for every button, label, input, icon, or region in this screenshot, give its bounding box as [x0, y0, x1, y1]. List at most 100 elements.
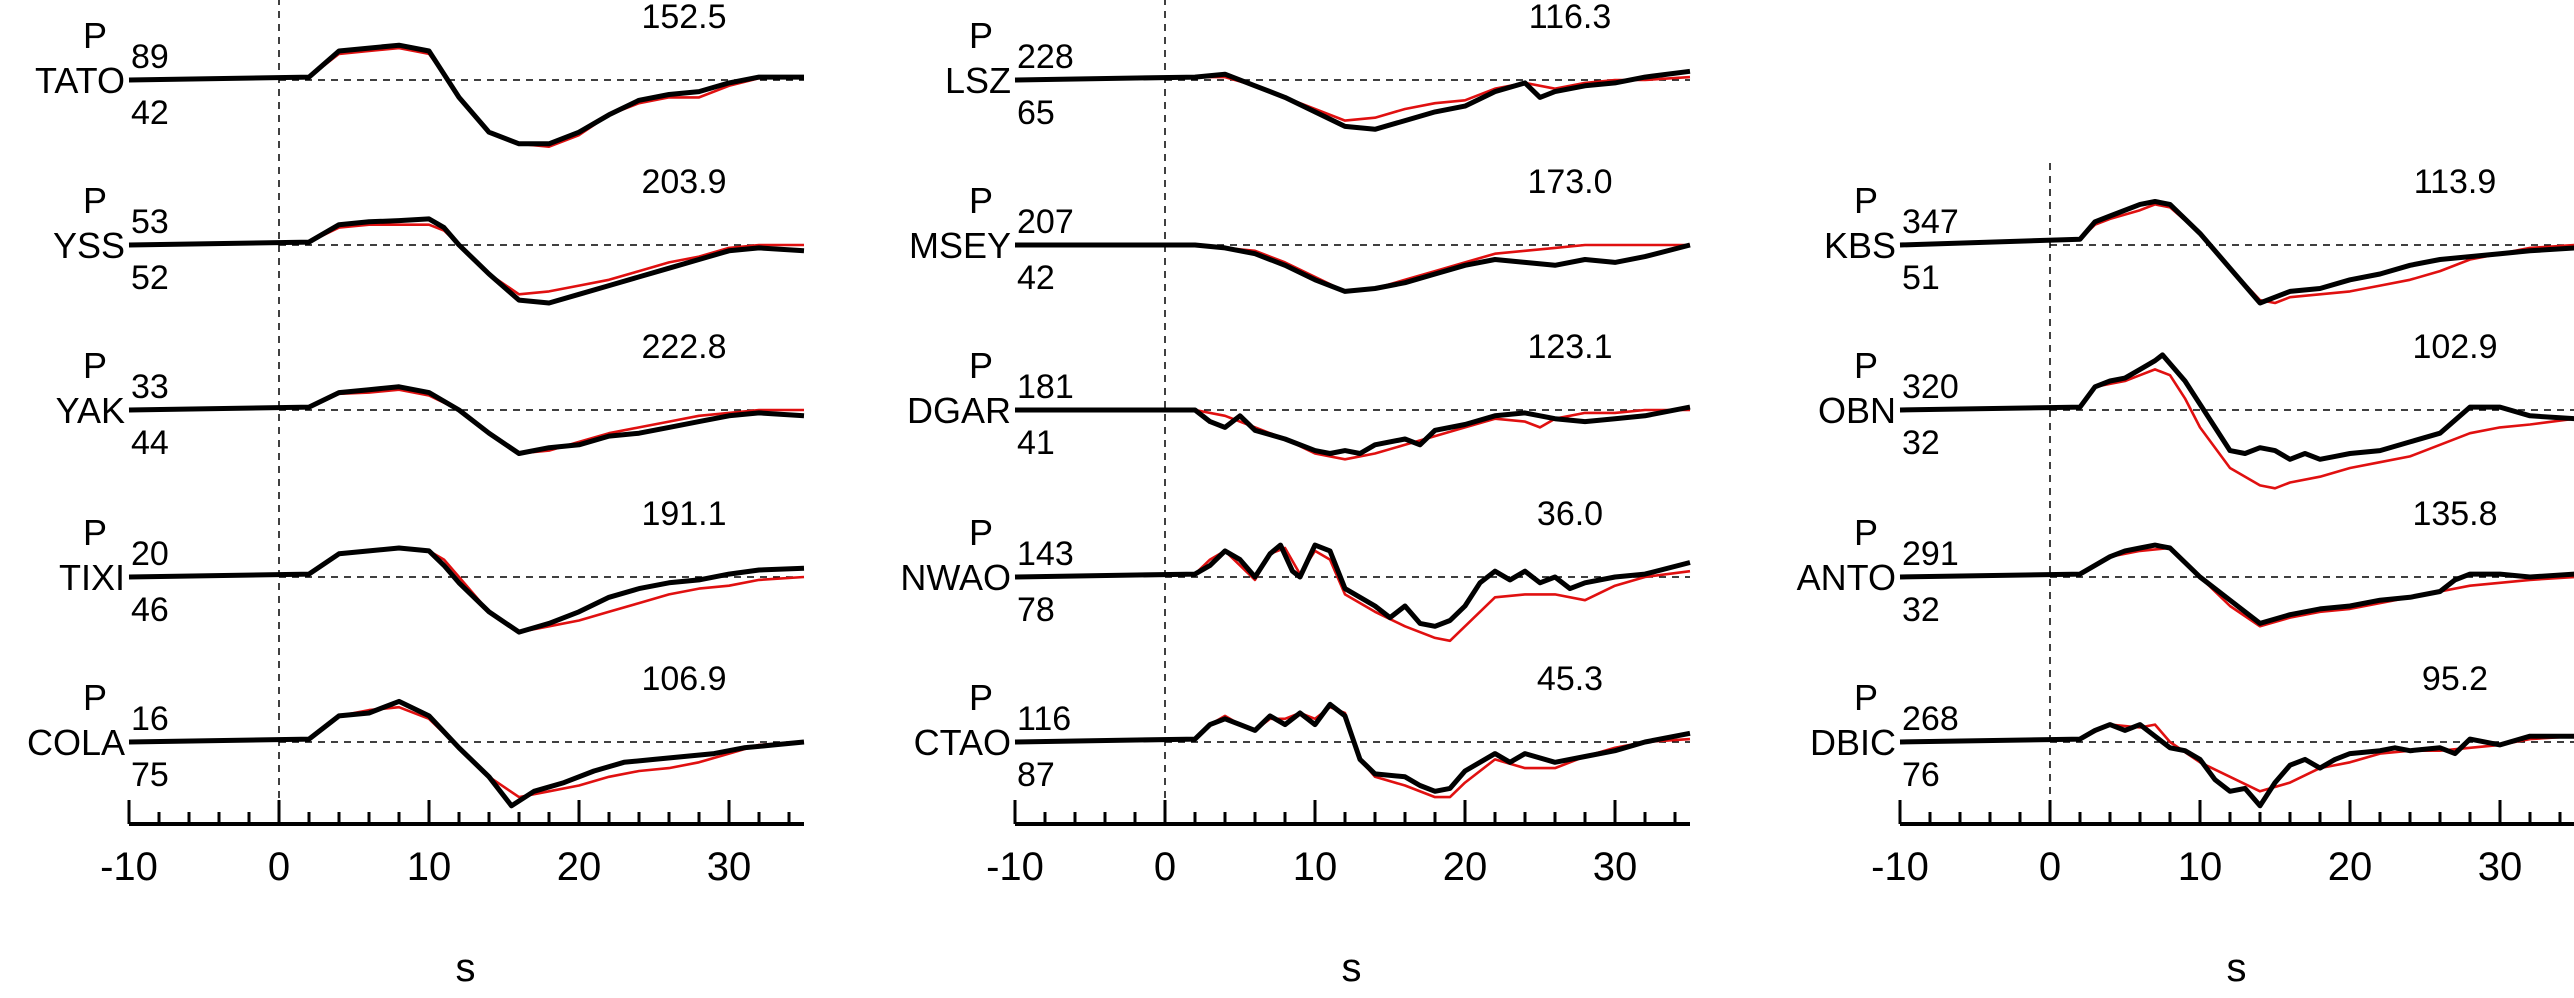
x-tick-label: 10 — [407, 845, 452, 889]
azimuth-label: 20 — [131, 535, 169, 573]
x-tick-label: 20 — [1443, 845, 1488, 889]
distance-label: 75 — [131, 756, 169, 794]
x-axis: -10 0 10 20 30 s — [100, 800, 804, 990]
azimuth-label: 228 — [1017, 38, 1074, 76]
amplitude-label: 106.9 — [641, 660, 726, 698]
x-tick-label: 0 — [2039, 845, 2061, 889]
synthetic-trace — [1899, 546, 2574, 628]
x-tick-label: 20 — [2328, 845, 2373, 889]
x-tick-label: -10 — [100, 845, 158, 889]
azimuth-label: 320 — [1902, 368, 1959, 406]
x-axis-title: s — [1342, 946, 1362, 990]
station-name: YAK — [56, 390, 125, 431]
phase-label: P — [1854, 345, 1878, 386]
observed-trace — [128, 42, 804, 147]
x-axis: -10 0 10 20 30 s — [1871, 800, 2574, 990]
azimuth-label: 207 — [1017, 203, 1074, 241]
azimuth-label: 268 — [1902, 700, 1959, 738]
observed-trace — [1014, 701, 1691, 794]
station-name: NWAO — [900, 557, 1011, 598]
amplitude-label: 173.0 — [1527, 163, 1612, 201]
amplitude-label: 36.0 — [1537, 495, 1603, 533]
phase-label: P — [83, 345, 107, 386]
x-tick-label: 30 — [1593, 845, 1638, 889]
column-3: PKBS34751113.9POBN32032102.9PANTO2913213… — [1797, 163, 2574, 990]
azimuth-label: 53 — [131, 203, 169, 241]
distance-label: 32 — [1902, 591, 1940, 629]
phase-label: P — [83, 15, 107, 56]
phase-label: P — [1854, 677, 1878, 718]
amplitude-label: 203.9 — [641, 163, 726, 201]
x-tick-label: 20 — [557, 845, 602, 889]
distance-label: 42 — [131, 94, 169, 132]
x-tick-label: 10 — [2178, 845, 2223, 889]
observed-trace — [128, 384, 805, 456]
amplitude-label: 113.9 — [2414, 163, 2497, 201]
distance-label: 87 — [1017, 756, 1055, 794]
azimuth-label: 89 — [131, 38, 169, 76]
station-name: DGAR — [907, 390, 1011, 431]
phase-label: P — [969, 180, 993, 221]
station-name: ANTO — [1797, 557, 1896, 598]
station-name: TATO — [35, 60, 125, 101]
amplitude-label: 191.1 — [641, 495, 726, 533]
amplitude-label: 152.5 — [641, 0, 726, 36]
column-1: PTATO8942152.5PYSS5352203.9PYAK3344222.8… — [27, 0, 805, 990]
x-axis-title: s — [2227, 946, 2247, 990]
observed-trace — [1015, 242, 1691, 294]
azimuth-label: 143 — [1017, 535, 1074, 573]
distance-label: 32 — [1902, 424, 1940, 462]
amplitude-label: 222.8 — [641, 328, 726, 366]
amplitude-label: 116.3 — [1529, 0, 1612, 36]
station-name: KBS — [1824, 225, 1896, 266]
azimuth-label: 347 — [1902, 203, 1959, 241]
synthetic-trace — [1899, 368, 2574, 490]
distance-label: 41 — [1017, 424, 1055, 462]
synthetic-trace — [1014, 546, 1691, 643]
amplitude-label: 135.8 — [2412, 495, 2497, 533]
observed-trace — [1899, 542, 2574, 626]
amplitude-label: 123.1 — [1527, 328, 1612, 366]
distance-label: 78 — [1017, 591, 1055, 629]
distance-label: 65 — [1017, 94, 1055, 132]
station-name: MSEY — [909, 225, 1011, 266]
phase-label: P — [969, 345, 993, 386]
phase-label: P — [83, 677, 107, 718]
station-name: DBIC — [1810, 722, 1896, 763]
distance-label: 42 — [1017, 259, 1055, 297]
distance-label: 44 — [131, 424, 169, 462]
distance-label: 46 — [131, 591, 169, 629]
amplitude-label: 102.9 — [2412, 328, 2497, 366]
x-tick-label: 0 — [268, 845, 290, 889]
observed-trace — [1015, 404, 1691, 456]
station-name: COLA — [27, 722, 125, 763]
synthetic-trace — [1014, 705, 1691, 799]
phase-label: P — [969, 677, 993, 718]
phase-label: P — [83, 180, 107, 221]
azimuth-label: 291 — [1902, 535, 1959, 573]
phase-label: P — [83, 512, 107, 553]
station-name: OBN — [1818, 390, 1896, 431]
azimuth-label: 33 — [131, 368, 169, 406]
observed-trace — [1014, 542, 1691, 629]
column-2: PLSZ22865116.3PMSEY20742173.0PDGAR181411… — [900, 0, 1691, 990]
phase-label: P — [1854, 512, 1878, 553]
x-tick-label: -10 — [1871, 845, 1929, 889]
x-axis-title: s — [456, 946, 476, 990]
x-axis: -10 0 10 20 30 s — [986, 800, 1690, 990]
distance-label: 51 — [1902, 259, 1940, 297]
phase-label: P — [1854, 180, 1878, 221]
azimuth-label: 181 — [1017, 368, 1074, 406]
